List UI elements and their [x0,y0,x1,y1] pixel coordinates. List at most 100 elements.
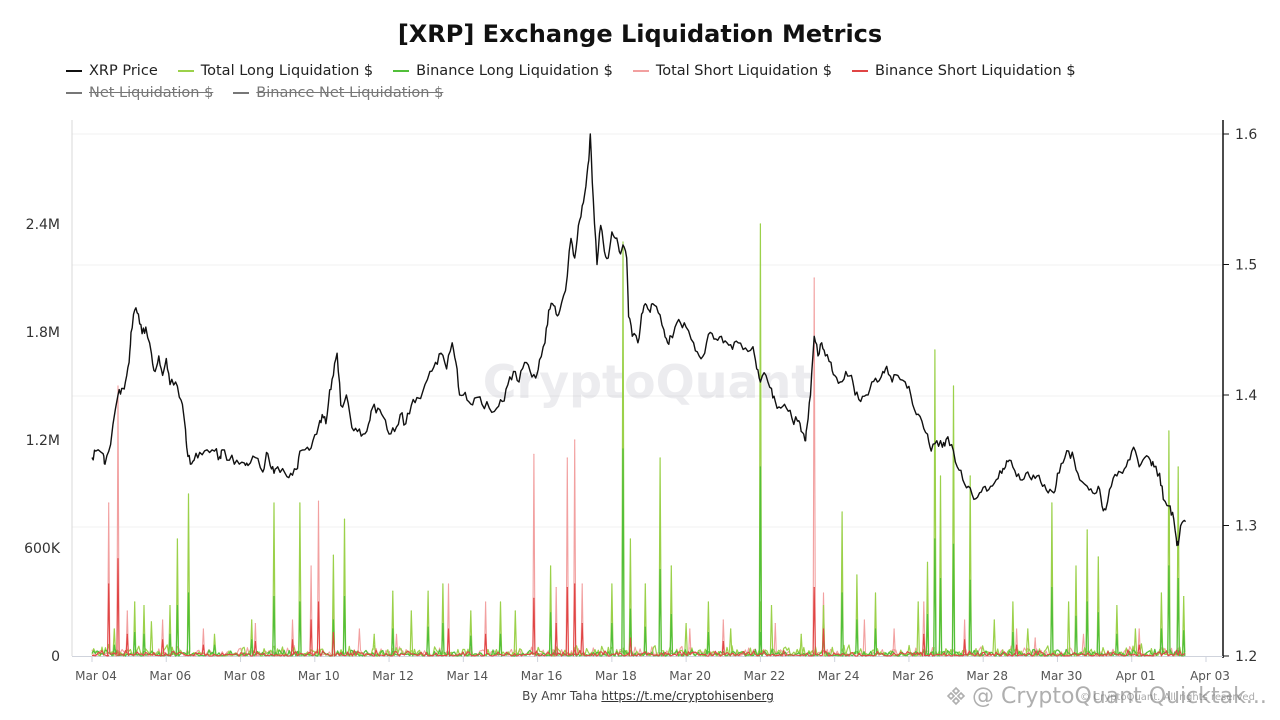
legend-item-5[interactable]: Net Liquidation $ [66,84,213,102]
spike-peak [574,439,576,441]
spike-peak [499,633,502,636]
spike-peak [108,502,110,504]
spike-peak [822,605,825,607]
spike-peak [841,511,843,513]
legend-swatch [393,70,410,72]
spike-peak [622,448,624,450]
spike-peak [117,558,119,560]
spike-peak [611,623,613,625]
spike-peak [317,500,320,502]
copyright-watermark: © CryptoQuant. All rights reserved [1080,692,1255,703]
spike-peak [187,493,190,495]
spike-peak [1016,644,1018,646]
x-tick-label: Mar 20 [669,669,711,683]
spike-peak [332,554,334,556]
spike-peak [533,597,535,600]
legend-swatch [177,70,194,72]
spike-peak [533,453,535,455]
spike-peak [800,633,802,636]
spike-peak [143,633,145,636]
chart-title: [XRP] Exchange Liquidation Metrics [397,20,883,48]
spike-peak [555,623,557,625]
series-binance-short-liquidation- [92,558,1186,657]
spike-peak [470,610,472,612]
spike-peak [176,538,178,540]
spike-peak [485,633,487,636]
spike-peak [447,628,450,630]
legend-label: XRP Price [89,63,158,79]
spike-peak [759,632,762,634]
spike-peak [395,633,398,636]
spike-peak [373,633,375,636]
price-line [91,133,1187,547]
spike-peak [874,592,877,594]
legend-item-0[interactable]: XRP Price [66,62,158,80]
spike-peak [187,592,190,594]
spike-peak [659,569,661,571]
legend: XRP Price Total Long Liquidation $ Binance… [66,62,1236,102]
spike-peak [1183,630,1185,632]
spike-peak [1183,596,1185,598]
legend-label: Binance Net Liquidation $ [256,85,444,101]
spike-peak [447,583,450,585]
spike-peak [251,619,253,621]
x-tick-label: Mar 26 [892,669,934,683]
spike-peak [722,619,724,621]
x-tick-label: Mar 06 [149,669,191,683]
x-tick-label: Mar 16 [521,669,563,683]
x-tick-label: Apr 01 [1116,669,1156,683]
legend-item-6[interactable]: Binance Net Liquidation $ [233,84,443,102]
spike-peak [1168,430,1170,432]
spike-peak [1138,628,1140,630]
spike-peak [1075,565,1077,567]
legend-item-4[interactable]: Binance Short Liquidation $ [852,62,1076,80]
spike-peak [126,633,128,636]
x-tick-label: Mar 22 [744,669,786,683]
spike-peak [470,635,472,637]
spike-peak [113,628,115,630]
spike-peak [581,623,583,625]
legend-swatch [632,70,649,72]
y-left-tick-label: 1.2M [26,433,60,449]
x-tick-label: Mar 12 [372,669,414,683]
spike-peak [1168,565,1170,567]
spike-peak [202,644,204,646]
spike-peak [555,587,557,589]
y-left-tick-label: 2.4M [26,217,60,233]
x-tick-label: Mar 10 [298,669,340,683]
spike-peak [126,610,128,612]
spike-peak [1160,592,1162,594]
spike-peak [730,628,732,630]
spike-peak [1134,628,1136,630]
legend-item-3[interactable]: Total Short Liquidation $ [632,62,832,80]
spike-peak [1097,612,1099,614]
spike-peak [485,601,487,603]
spike-peak [202,628,204,630]
spike-peak [1177,578,1179,580]
y-right-tick-label: 1.4 [1235,388,1257,404]
spike-peak [442,583,444,585]
spike-peak [1034,637,1036,639]
legend-item-2[interactable]: Binance Long Liquidation $ [393,62,613,80]
spike-peak [442,623,444,625]
y-right-tick-label: 1.6 [1235,127,1257,143]
spike-peak [1160,628,1162,630]
spike-peak [629,538,632,540]
legend-item-1[interactable]: Total Long Liquidation $ [177,62,373,80]
series-xrp-price [91,133,1187,547]
spike-peak [134,601,136,603]
spike-peak [176,605,178,607]
spike-peak [427,590,429,592]
spike-peak [254,641,256,643]
spike-peak [1082,633,1085,636]
legend-swatch [66,92,82,94]
spike-peak [685,623,687,625]
spike-peak [926,561,929,564]
spike-peak [1012,601,1014,603]
spike-peak [1138,644,1140,646]
spike-peak [822,628,825,630]
series-line [91,277,1186,657]
footer-link[interactable]: https://t.me/cryptohisenberg [601,689,774,703]
spike-peak [1016,628,1018,630]
spike-peak [213,644,216,646]
